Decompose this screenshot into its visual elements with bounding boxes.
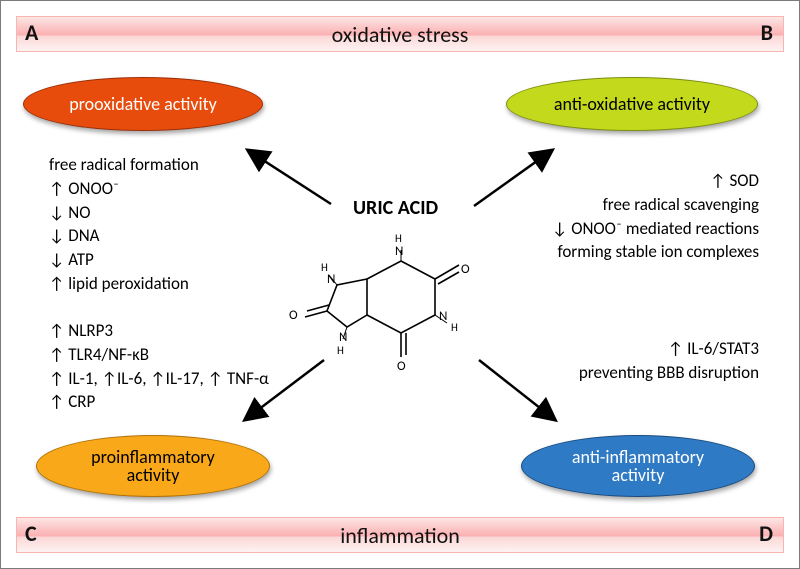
center-label-uric-acid: URIC ACID (353, 196, 438, 220)
ellipse-antiinflammatory-label: anti-inflammatory activity (572, 448, 704, 484)
list-item: preventing BBB disruption (519, 361, 759, 385)
list-item: ↑ SOD (499, 169, 759, 193)
panel-label-b: B (761, 19, 773, 46)
svg-text:H: H (337, 344, 344, 357)
band-bottom-title: inflammation (340, 522, 460, 549)
list-item: forming stable ion complexes (499, 240, 759, 264)
panel-label-a: A (25, 19, 38, 46)
panel-label-c: C (25, 520, 37, 547)
svg-text:H: H (451, 321, 458, 334)
list-item: ↓ ONOO⁻ mediated reactions (499, 217, 759, 241)
svg-text:N: N (339, 330, 347, 345)
list-item: ↑ NLRP3 (49, 319, 309, 343)
band-top-title: oxidative stress (332, 21, 469, 48)
list-item: ↓ DNA (49, 224, 279, 248)
list-item: free radical scavenging (499, 193, 759, 217)
svg-text:O: O (397, 359, 406, 374)
list-item: ↓ NO (49, 201, 279, 225)
textblock-proinflammatory-list: ↑ NLRP3 ↑ TLR4/NF-κB ↑ IL-1, ↑IL-6, ↑IL-… (49, 319, 309, 414)
list-item: ↓ ATP (49, 248, 279, 272)
textblock-antioxidative-list: ↑ SOD free radical scavenging ↓ ONOO⁻ me… (499, 169, 759, 264)
svg-text:N: N (327, 272, 335, 287)
list-item: ↑ lipid peroxidation (49, 272, 279, 296)
list-item: ↑ ONOO⁻ (49, 177, 279, 201)
list-item: ↑ IL-1, ↑IL-6, ↑IL-17, ↑ TNF-α (49, 367, 309, 391)
ellipse-antiinflammatory: anti-inflammatory activity (521, 435, 755, 497)
ellipse-proinflammatory-label: proinflammatory activity (91, 448, 215, 484)
textblock-prooxidative-list: free radical formation ↑ ONOO⁻ ↓ NO ↓ DN… (49, 153, 279, 296)
panel-label-d: D (759, 520, 773, 547)
list-item: ↑ TLR4/NF-κB (49, 343, 309, 367)
svg-text:H: H (321, 261, 328, 274)
uric-acid-molecule: O O O N H N H N H N H (289, 232, 470, 374)
ellipse-antioxidative: anti-oxidative activity (506, 77, 758, 131)
svg-text:N: N (395, 244, 403, 259)
svg-text:O: O (461, 262, 470, 277)
ellipse-prooxidative-label: prooxidative activity (69, 95, 217, 113)
textblock-antiinflammatory-list: ↑ IL-6/STAT3 preventing BBB disruption (519, 337, 759, 385)
ellipse-prooxidative: prooxidative activity (23, 77, 263, 131)
diagram-canvas: A oxidative stress B C inflammation D pr… (0, 0, 800, 569)
ellipse-proinflammatory: proinflammatory activity (36, 435, 270, 497)
ellipse-antioxidative-label: anti-oxidative activity (554, 95, 710, 113)
svg-text:N: N (439, 309, 447, 324)
band-top-oxidative-stress: A oxidative stress B (16, 16, 784, 52)
list-item: ↑ IL-6/STAT3 (519, 337, 759, 361)
band-bottom-inflammation: C inflammation D (16, 517, 784, 553)
list-item: ↑ CRP (49, 390, 309, 414)
list-item: free radical formation (49, 153, 279, 177)
svg-text:H: H (395, 232, 402, 245)
